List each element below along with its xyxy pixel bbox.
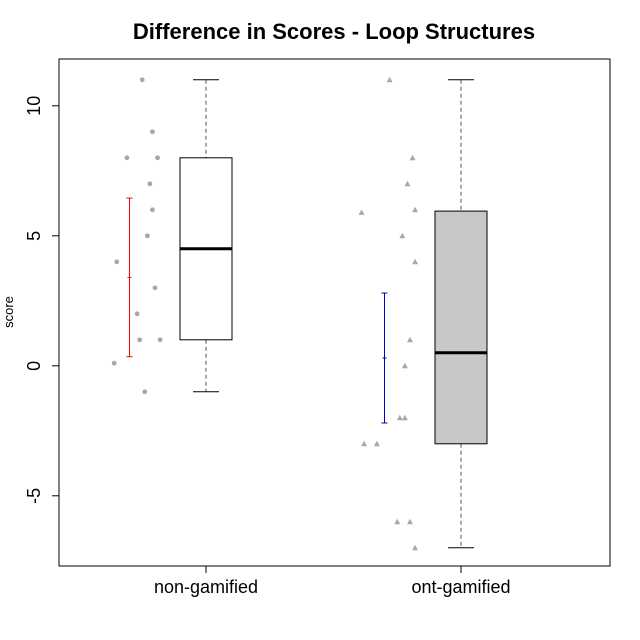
y-axis: 10 5 0 -5 <box>24 96 60 504</box>
box-series-non-gamified <box>111 77 233 395</box>
y-tick-label: 5 <box>24 231 44 241</box>
data-point <box>144 233 150 239</box>
data-point <box>401 414 408 421</box>
data-point <box>157 337 163 343</box>
x-axis: non-gamified ont-gamified <box>154 565 511 597</box>
box-iqr <box>434 210 488 445</box>
y-tick-label: -5 <box>24 488 44 504</box>
data-point <box>152 285 158 291</box>
data-point <box>386 76 393 83</box>
series-group <box>111 76 488 551</box>
data-point <box>134 311 140 317</box>
x-tick-label: non-gamified <box>154 577 258 597</box>
data-point <box>407 518 413 525</box>
data-point <box>111 360 117 366</box>
data-point <box>394 518 401 525</box>
data-point <box>396 414 403 421</box>
data-point <box>155 155 160 161</box>
plot-frame <box>58 58 611 567</box>
data-point <box>401 362 408 369</box>
data-point <box>399 232 406 239</box>
x-tick-label: ont-gamified <box>411 577 510 597</box>
data-point <box>404 180 411 187</box>
data-point <box>412 544 419 551</box>
data-point <box>139 77 145 83</box>
data-point <box>147 181 153 187</box>
data-point <box>409 154 416 161</box>
data-point <box>150 207 155 213</box>
data-point <box>373 440 380 447</box>
chart-title: Difference in Scores - Loop Structures <box>133 19 535 44</box>
data-point <box>412 258 419 265</box>
data-point <box>137 337 143 343</box>
data-point <box>407 336 413 343</box>
data-point <box>150 129 155 135</box>
y-tick-label: 0 <box>24 361 44 371</box>
data-point <box>361 440 368 447</box>
data-point <box>124 155 130 161</box>
y-tick-label: 10 <box>24 96 44 116</box>
data-point <box>114 259 120 265</box>
box-series-ont-gamified <box>358 76 488 551</box>
data-point <box>358 209 365 215</box>
data-point <box>142 389 148 395</box>
y-axis-label: score <box>1 296 16 328</box>
data-point <box>412 206 419 213</box>
